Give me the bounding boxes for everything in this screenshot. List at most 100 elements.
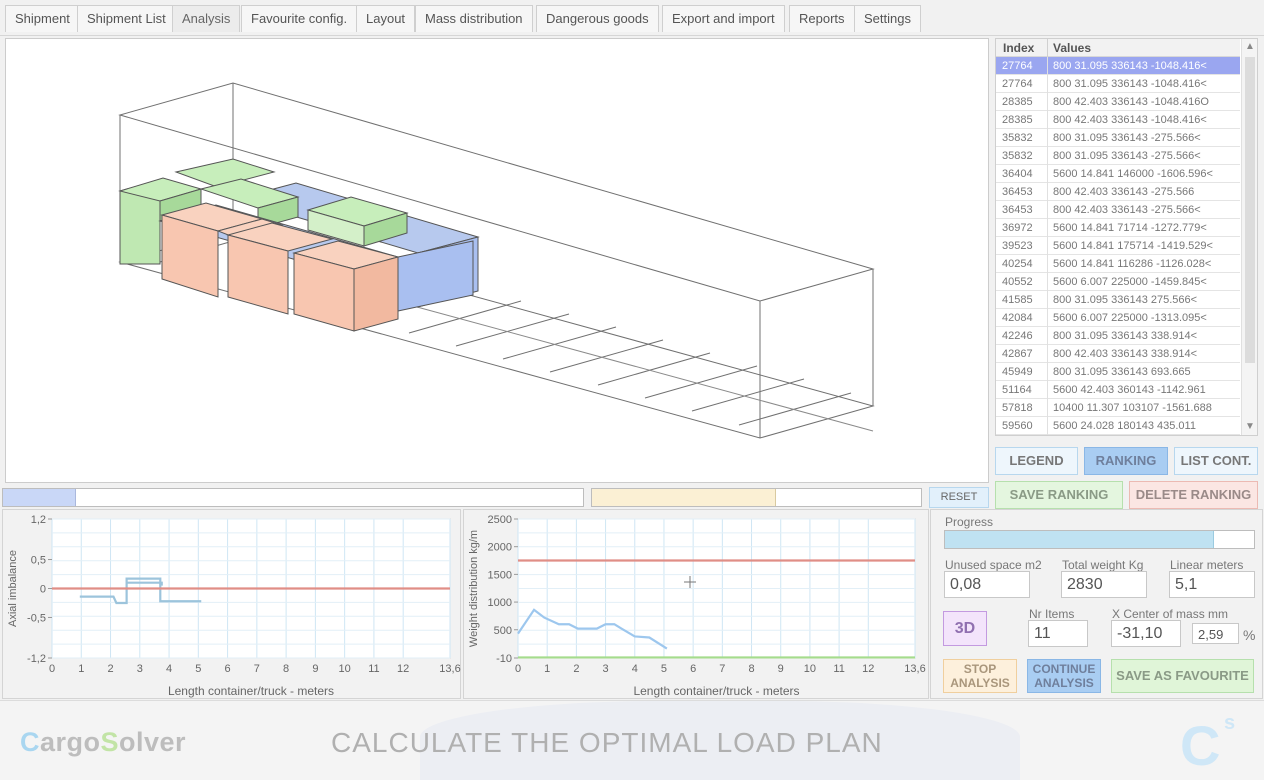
ranking-row-values: 5600 14.841 116286 -1126.028< xyxy=(1053,258,1212,270)
tab-layout[interactable]: Layout xyxy=(356,5,416,32)
unused-space-field: 0,08 xyxy=(944,571,1030,598)
delete-ranking-button[interactable]: DELETE RANKING xyxy=(1129,481,1258,509)
tab-favourite-config[interactable]: Favourite config. xyxy=(241,5,358,32)
ranking-row[interactable]: 40254 5600 14.841 116286 -1126.028< xyxy=(996,255,1240,273)
ranking-row-index: 59560 xyxy=(1002,420,1033,432)
y-tick-label: -1,2 xyxy=(27,653,46,665)
ranking-row-index: 42867 xyxy=(1002,348,1033,360)
tab-dangerous-goods[interactable]: Dangerous goods xyxy=(536,5,659,32)
row-separator xyxy=(1047,417,1048,435)
row-separator xyxy=(1047,363,1048,381)
tab-mass-distribution[interactable]: Mass distribution xyxy=(415,5,533,32)
ranking-row-index: 42084 xyxy=(1002,312,1033,324)
ranking-row[interactable]: 36404 5600 14.841 146000 -1606.596< xyxy=(996,165,1240,183)
row-separator xyxy=(1047,399,1048,417)
ranking-row[interactable]: 27764 800 31.095 336143 -1048.416< xyxy=(996,57,1240,75)
ranking-row-values: 800 31.095 336143 -1048.416< xyxy=(1053,78,1207,90)
tab-export-import[interactable]: Export and import xyxy=(662,5,785,32)
save-ranking-button[interactable]: SAVE RANKING xyxy=(995,481,1123,509)
ranking-row[interactable]: 40552 5600 6.007 225000 -1459.845< xyxy=(996,273,1240,291)
row-separator xyxy=(1047,309,1048,327)
x-tick-label: 10 xyxy=(804,663,816,675)
ranking-scrollbar[interactable]: ▲ ▼ xyxy=(1241,39,1257,435)
scrollbar-thumb[interactable] xyxy=(1245,57,1255,363)
logo-text-olver: olver xyxy=(119,727,187,757)
x-tick-label: 9 xyxy=(312,663,318,675)
ranking-row[interactable]: 36453 800 42.403 336143 -275.566< xyxy=(996,201,1240,219)
axial-imbalance-chart: 0 1 2 3 4 5 6 7 8 9 10 11 12 13,6 1,2 0,5 0 -0,5 -1,2 Lengt… xyxy=(2,509,461,699)
ranking-row[interactable]: 45949 800 31.095 336143 693.665 xyxy=(996,363,1240,381)
ranking-row[interactable]: 36972 5600 14.841 71714 -1272.779< xyxy=(996,219,1240,237)
ranking-row[interactable]: 27764 800 31.095 336143 -1048.416< xyxy=(996,75,1240,93)
y-tick-label: 500 xyxy=(494,625,512,637)
ranking-row-index: 39523 xyxy=(1002,240,1033,252)
y-tick-label: -0,5 xyxy=(27,612,46,624)
unused-space-label: Unused space m2 xyxy=(945,558,1042,572)
ranking-row[interactable]: 28385 800 42.403 336143 -1048.416< xyxy=(996,111,1240,129)
ranking-row-index: 40254 xyxy=(1002,258,1033,270)
x-tick-label: 7 xyxy=(719,663,725,675)
y-tick-label: 2000 xyxy=(488,542,512,554)
nr-items-field: 11 xyxy=(1028,620,1088,647)
legend-button[interactable]: LEGEND xyxy=(995,447,1078,475)
ranking-row[interactable]: 39523 5600 14.841 175714 -1419.529< xyxy=(996,237,1240,255)
load-3d-view[interactable] xyxy=(5,38,989,483)
ranking-row[interactable]: 42867 800 42.403 336143 338.914< xyxy=(996,345,1240,363)
ranking-row[interactable]: 36453 800 42.403 336143 -275.566 xyxy=(996,183,1240,201)
ranking-table[interactable]: Index Values 27764 800 31.095 336143 -104… xyxy=(995,38,1258,436)
ranking-row[interactable]: 42084 5600 6.007 225000 -1313.095< xyxy=(996,309,1240,327)
cargosolver-c-mark-icon: C s xyxy=(1180,712,1235,771)
tab-shipment[interactable]: Shipment xyxy=(5,5,80,32)
x-tick-label: 13,6 xyxy=(439,663,460,675)
ranking-row[interactable]: 57818 10400 11.307 103107 -1561.688 xyxy=(996,399,1240,417)
linear-meters-label: Linear meters xyxy=(1170,558,1244,572)
stop-analysis-line2: ANALYSIS xyxy=(950,676,1010,690)
ranking-row[interactable]: 28385 800 42.403 336143 -1048.416O xyxy=(996,93,1240,111)
ranking-row-values: 800 42.403 336143 338.914< xyxy=(1053,348,1198,360)
ranking-row[interactable]: 41585 800 31.095 336143 275.566< xyxy=(996,291,1240,309)
values-column-header[interactable]: Values xyxy=(1053,41,1092,55)
x-tick-label: 2 xyxy=(573,663,579,675)
progress-bar xyxy=(944,530,1255,549)
row-separator xyxy=(1047,111,1048,129)
x-center-field: -31,10 xyxy=(1111,620,1181,647)
ranking-row-index: 40552 xyxy=(1002,276,1033,288)
ranking-button[interactable]: RANKING xyxy=(1084,447,1168,475)
logo-letter-c: C xyxy=(20,727,40,757)
row-separator xyxy=(1047,345,1048,363)
header-separator xyxy=(1047,39,1048,57)
ranking-row[interactable]: 51164 5600 42.403 360143 -1142.961 xyxy=(996,381,1240,399)
tab-settings[interactable]: Settings xyxy=(854,5,921,32)
continue-analysis-line2: ANALYSIS xyxy=(1034,676,1094,690)
y-tick-label: 0,5 xyxy=(31,555,46,567)
container-3d-drawing xyxy=(118,82,875,439)
3d-button[interactable]: 3D xyxy=(943,611,987,646)
index-column-header[interactable]: Index xyxy=(1003,41,1035,55)
continue-analysis-line1: CONTINUE xyxy=(1032,662,1096,676)
ranking-row[interactable]: 42246 800 31.095 336143 338.914< xyxy=(996,327,1240,345)
ranking-row[interactable]: 35832 800 31.095 336143 -275.566< xyxy=(996,147,1240,165)
row-separator xyxy=(1047,219,1048,237)
list-cont-button[interactable]: LIST CONT. xyxy=(1174,447,1258,475)
continue-analysis-button[interactable]: CONTINUE ANALYSIS xyxy=(1027,659,1101,693)
ranking-row[interactable]: 35832 800 31.095 336143 -275.566< xyxy=(996,129,1240,147)
ranking-row-values: 800 31.095 336143 -275.566< xyxy=(1053,150,1201,162)
tab-shipment-list[interactable]: Shipment List xyxy=(77,5,176,32)
save-as-favourite-button[interactable]: SAVE AS FAVOURITE xyxy=(1111,659,1254,693)
ranking-row-index: 35832 xyxy=(1002,150,1033,162)
tab-reports[interactable]: Reports xyxy=(789,5,855,32)
progress-fill xyxy=(945,531,1214,548)
ranking-row-values: 5600 24.028 180143 435.011 xyxy=(1053,420,1196,432)
total-weight-label: Total weight Kg xyxy=(1062,558,1144,572)
tab-analysis[interactable]: Analysis xyxy=(172,5,241,32)
x-center-label: X Center of mass mm xyxy=(1112,607,1229,621)
x-tick-label: 0 xyxy=(515,663,521,675)
x-tick-label: 2 xyxy=(107,663,113,675)
scroll-up-icon[interactable]: ▲ xyxy=(1245,41,1255,52)
scroll-down-icon[interactable]: ▼ xyxy=(1245,421,1255,432)
reset-button[interactable]: RESET xyxy=(929,487,989,508)
ranking-row[interactable]: 59560 5600 24.028 180143 435.011 xyxy=(996,417,1240,435)
right-capacity-bar xyxy=(591,488,922,507)
stop-analysis-button[interactable]: STOP ANALYSIS xyxy=(943,659,1017,693)
